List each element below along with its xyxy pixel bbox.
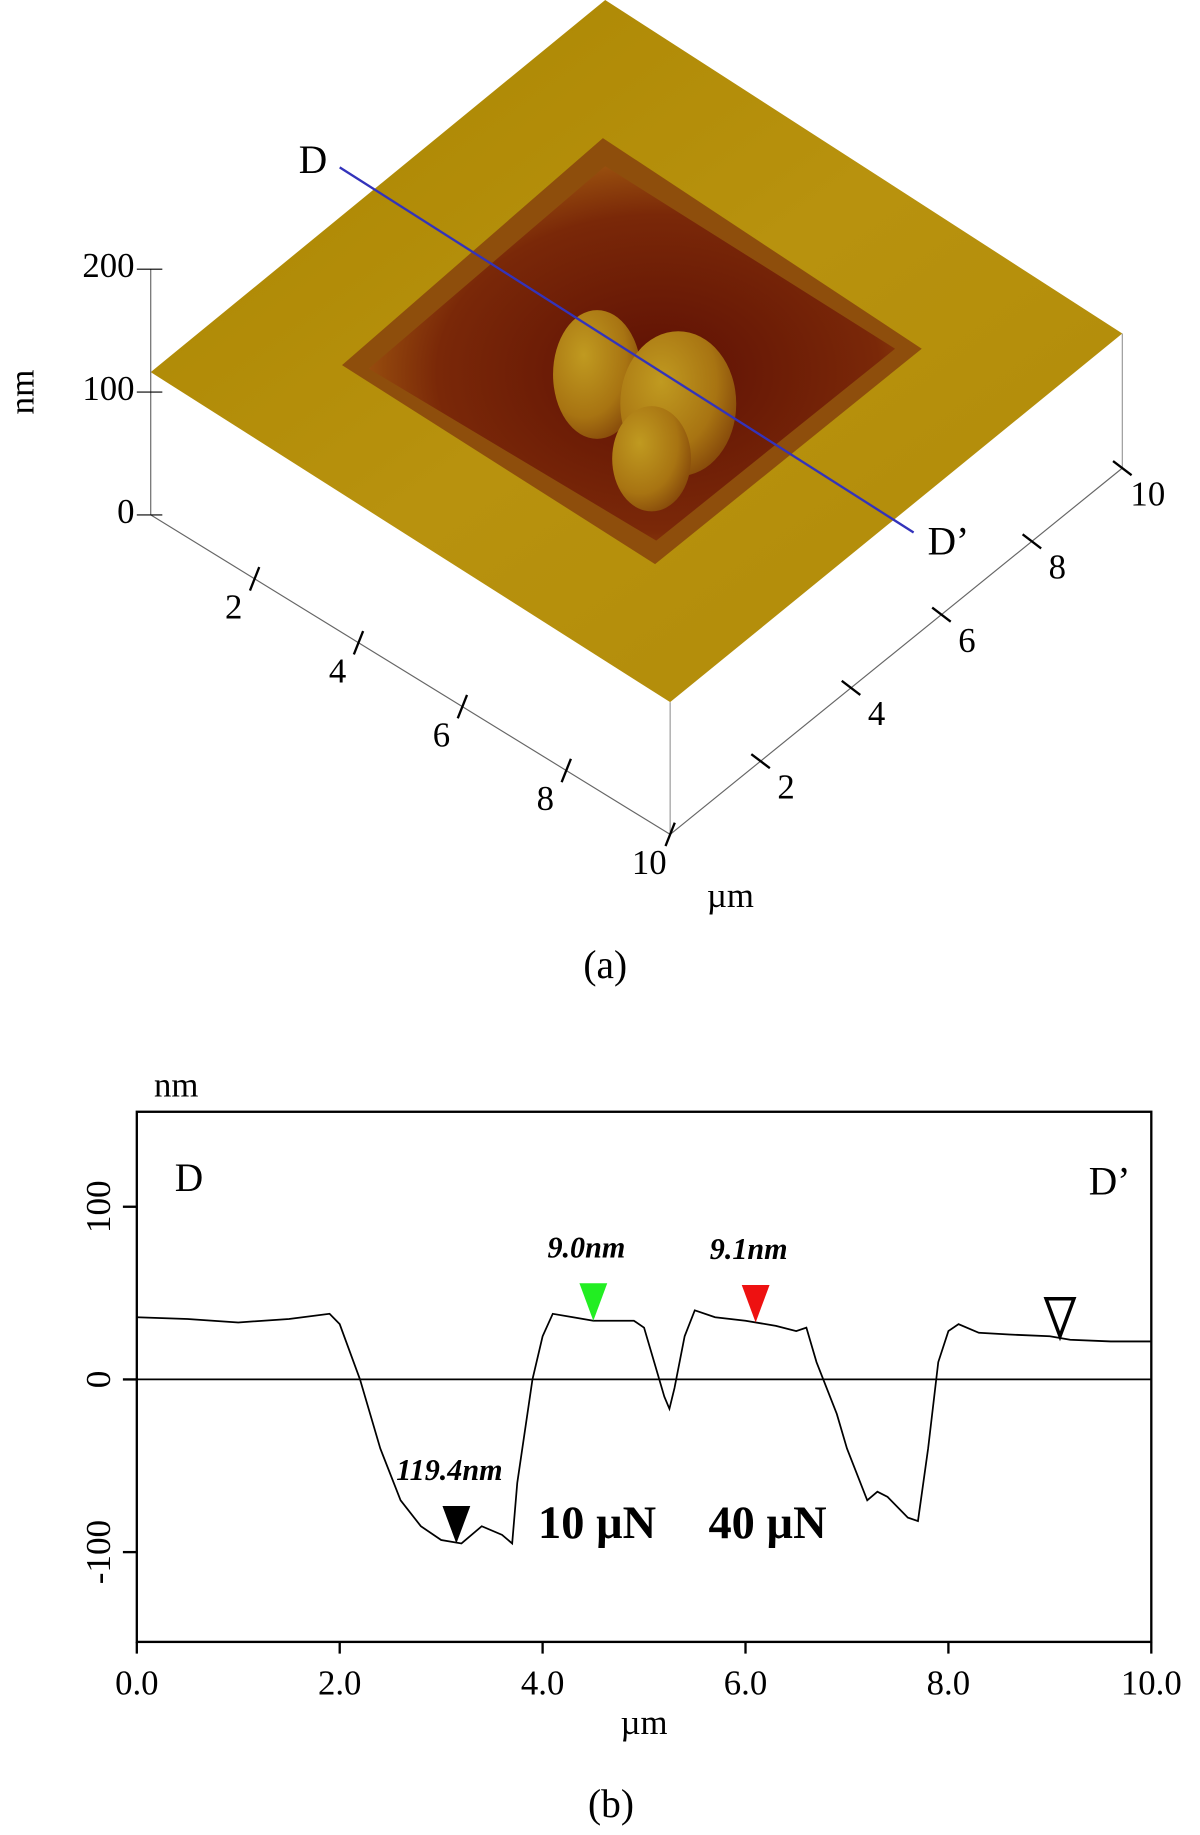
y-tick-label: 6 bbox=[958, 621, 975, 660]
x-tick-label: 10 bbox=[632, 843, 667, 882]
caption: (a) bbox=[583, 943, 627, 987]
y-tick bbox=[1021, 533, 1042, 550]
y-tick-label: 10 bbox=[1130, 474, 1165, 513]
x-tick-label: 4.0 bbox=[521, 1663, 564, 1702]
force-label: 40 µN bbox=[708, 1497, 827, 1549]
x-tick bbox=[664, 822, 676, 847]
z-tick-label: 0 bbox=[117, 492, 134, 531]
cursor-label: 9.1nm bbox=[710, 1232, 788, 1266]
y-tick bbox=[931, 606, 952, 623]
base-edge bbox=[150, 514, 671, 835]
cursor-label: 9.0nm bbox=[547, 1230, 625, 1264]
x-tick-label: 0.0 bbox=[115, 1663, 158, 1702]
y-axis-label: nm bbox=[154, 1065, 198, 1104]
y-tick-label: 4 bbox=[868, 694, 885, 733]
y-tick-label: -100 bbox=[79, 1520, 118, 1584]
xy-axis-label: µm bbox=[707, 876, 754, 915]
force-label: 10 µN bbox=[538, 1497, 657, 1549]
y-tick-label: 100 bbox=[79, 1180, 118, 1233]
z-tick-label: 200 bbox=[82, 246, 134, 285]
profile-line bbox=[136, 1309, 1152, 1546]
x-tick-label: 8.0 bbox=[927, 1663, 970, 1702]
cursor-marker bbox=[442, 1506, 471, 1544]
plot-frame bbox=[135, 1110, 1153, 1644]
y-tick-label: 8 bbox=[1049, 548, 1066, 587]
x-tick-label: 10.0 bbox=[1121, 1663, 1182, 1702]
z-axis-label: nm bbox=[3, 370, 42, 415]
x-tick-label: 4 bbox=[329, 651, 346, 690]
start-label: D bbox=[175, 1156, 203, 1200]
x-tick bbox=[560, 758, 572, 783]
section-line bbox=[339, 166, 915, 534]
x-tick-label: 6 bbox=[433, 715, 450, 754]
end-label: D’ bbox=[1089, 1159, 1131, 1203]
section-label: D’ bbox=[928, 519, 970, 563]
y-tick-label: 2 bbox=[777, 767, 794, 806]
y-tick-label: 0 bbox=[79, 1371, 118, 1389]
caption: (b) bbox=[588, 1782, 634, 1826]
x-tick-label: 6.0 bbox=[724, 1663, 767, 1702]
x-axis-label: µm bbox=[621, 1703, 668, 1742]
cursor-marker bbox=[741, 1284, 770, 1323]
cursor-label: 119.4nm bbox=[396, 1453, 502, 1487]
x-tick-label: 2 bbox=[225, 587, 242, 626]
surface-render bbox=[150, 0, 1123, 835]
x-tick-label: 8 bbox=[537, 779, 554, 818]
section-label: D bbox=[299, 138, 327, 182]
bump bbox=[553, 310, 642, 439]
z-tick-label: 100 bbox=[82, 369, 134, 408]
cursor-marker bbox=[1043, 1297, 1077, 1342]
y-tick bbox=[841, 679, 861, 696]
x-tick bbox=[248, 566, 261, 591]
bump bbox=[612, 406, 692, 512]
base-edge bbox=[669, 467, 1123, 835]
cursor-marker bbox=[579, 1283, 608, 1321]
x-tick-label: 2.0 bbox=[318, 1663, 361, 1702]
x-tick bbox=[456, 694, 469, 719]
x-tick bbox=[352, 630, 365, 655]
y-tick bbox=[750, 753, 771, 770]
y-tick bbox=[1112, 460, 1133, 477]
